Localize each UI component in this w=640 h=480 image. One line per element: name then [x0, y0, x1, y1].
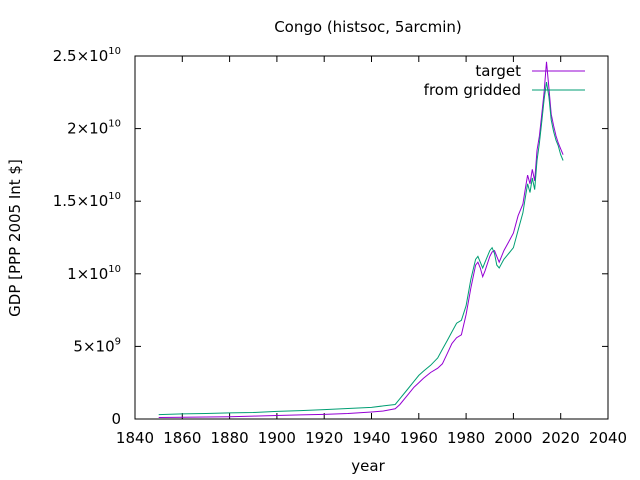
x-tick-label: 2040 [589, 429, 627, 447]
x-tick-label: 2000 [494, 429, 532, 447]
y-tick-label: 5×109 [73, 336, 121, 355]
y-tick-label: 0 [111, 410, 121, 428]
x-tick-label: 1840 [116, 429, 154, 447]
y-tick-label: 1.5×1010 [53, 191, 121, 210]
chart-title: Congo (histsoc, 5arcmin) [274, 18, 462, 36]
x-tick-label: 1860 [163, 429, 201, 447]
x-tick-label: 1920 [305, 429, 343, 447]
legend-label: target [475, 62, 521, 80]
x-tick-label: 1980 [447, 429, 485, 447]
legend-label: from gridded [424, 81, 521, 99]
x-tick-label: 1960 [400, 429, 438, 447]
x-tick-label: 1880 [211, 429, 249, 447]
plot-frame [134, 55, 609, 420]
series-line-1 [158, 82, 564, 416]
x-tick-label: 1940 [352, 429, 390, 447]
x-tick-label: 2020 [542, 429, 580, 447]
x-tick-label: 1900 [258, 429, 296, 447]
y-axis-label: GDP [PPP 2005 Int $] [6, 159, 24, 317]
y-tick-label: 1×1010 [67, 264, 121, 283]
y-axis-ticks: 0 5×109 1×1010 1.5×1010 2×1010 2.5×1010 [53, 46, 608, 428]
series-line-0 [158, 61, 564, 418]
series-lines [158, 61, 564, 418]
x-axis-ticks: 1840 1860 1880 1900 1920 1940 1960 1980 2000 2020… [116, 56, 627, 447]
x-axis-label: year [351, 457, 385, 475]
y-tick-label: 2×1010 [67, 119, 121, 138]
y-tick-label: 2.5×1010 [53, 46, 121, 65]
